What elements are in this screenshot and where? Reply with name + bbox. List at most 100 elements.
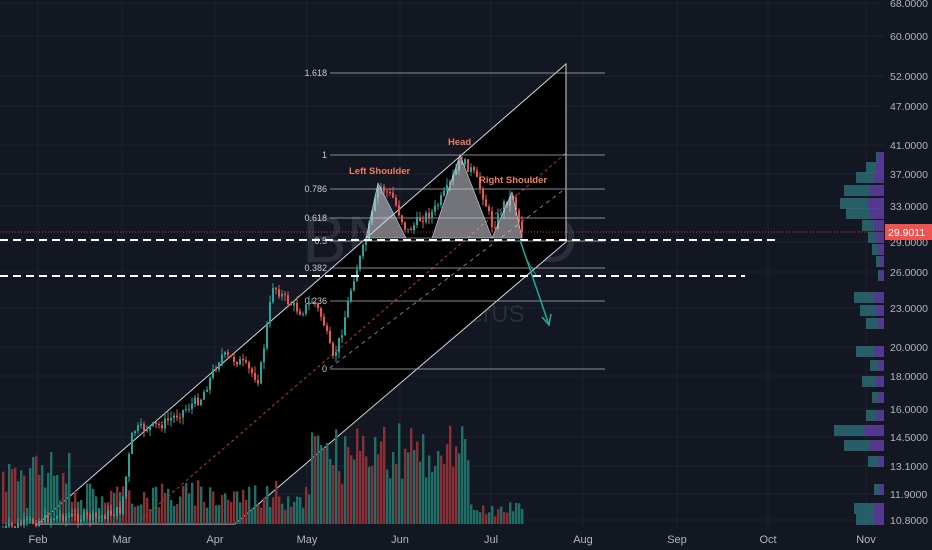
- candle-body: [65, 516, 67, 521]
- candle-body: [335, 352, 337, 356]
- candle-body: [161, 424, 163, 429]
- candle-body: [236, 361, 238, 365]
- volume-bar: [5, 491, 8, 524]
- volume-bar: [104, 502, 107, 524]
- volume-profile-bar-down: [880, 270, 884, 281]
- fib-level-label: 0.618: [304, 213, 327, 223]
- volume-bar: [278, 496, 281, 524]
- volume-bar: [101, 496, 104, 524]
- volume-bar: [95, 496, 98, 524]
- volume-bar: [434, 466, 437, 524]
- candle-body: [338, 337, 340, 353]
- volume-bar: [335, 429, 338, 524]
- candle-body: [140, 423, 142, 426]
- candle-body: [203, 391, 205, 400]
- candle-body: [386, 191, 388, 193]
- volume-profile-bar-down: [870, 440, 884, 451]
- candle-body: [239, 358, 241, 365]
- time-axis[interactable]: [0, 528, 884, 550]
- volume-bar: [323, 447, 326, 524]
- price-axis[interactable]: [884, 0, 932, 528]
- volume-bar: [398, 423, 401, 524]
- candle-body: [137, 425, 139, 431]
- candle-body: [389, 192, 391, 194]
- volume-bar: [20, 470, 23, 524]
- candle-body: [467, 159, 469, 172]
- candle-body: [128, 453, 130, 477]
- candle-body: [89, 514, 91, 521]
- volume-bar: [65, 483, 68, 524]
- volume-profile-bar: [866, 318, 878, 329]
- volume-profile-bar-down: [878, 392, 884, 403]
- volume-bar: [149, 509, 152, 524]
- volume-bar: [23, 475, 26, 524]
- volume-bar: [56, 475, 59, 524]
- candle-body: [197, 397, 199, 406]
- candle-body: [230, 354, 232, 357]
- volume-bar: [455, 446, 458, 524]
- volume-profile-bar: [870, 360, 878, 371]
- candle-body: [38, 520, 40, 526]
- volume-bar: [254, 485, 257, 524]
- volume-profile-bar-down: [874, 514, 884, 525]
- projection-arrow[interactable]: [519, 239, 552, 327]
- candle-body: [11, 523, 13, 527]
- volume-profile-bar: [876, 256, 880, 267]
- volume-bar: [182, 485, 185, 524]
- volume-bar: [11, 469, 14, 524]
- volume-bar: [359, 450, 362, 524]
- volume-bar: [389, 478, 392, 524]
- head-shoulders-pattern[interactable]: [365, 154, 523, 239]
- candle-body: [59, 515, 61, 517]
- candle-body: [41, 520, 43, 523]
- volume-bar: [203, 501, 206, 524]
- volume-profile-bar: [840, 198, 868, 209]
- candle-body: [107, 510, 109, 520]
- volume-bar: [275, 480, 278, 524]
- candlestick-series[interactable]: [2, 156, 523, 533]
- volume-bar: [416, 441, 419, 524]
- volume-bar: [197, 480, 200, 524]
- candle-body: [320, 308, 322, 317]
- volume-bar: [329, 459, 332, 524]
- volume-bar: [185, 483, 188, 524]
- candle-body: [488, 206, 490, 212]
- volume-bar: [428, 455, 431, 524]
- volume-bar: [515, 502, 518, 524]
- candle-body: [212, 369, 214, 378]
- candle-body: [491, 211, 493, 228]
- candle-body: [494, 227, 496, 229]
- fib-level-label: 1: [322, 150, 327, 160]
- price-tick-label: 13.1000: [890, 461, 928, 473]
- volume-bar: [221, 494, 224, 524]
- time-tick-label: Jun: [391, 534, 409, 546]
- candle-body: [26, 519, 28, 521]
- candle-body: [47, 514, 49, 523]
- volume-profile-bar-down: [870, 208, 884, 219]
- channel-center-line: [135, 152, 567, 525]
- volume-bar: [218, 505, 221, 524]
- volume-bar: [386, 469, 389, 524]
- volume-bar: [50, 452, 53, 524]
- volume-bar: [479, 512, 482, 524]
- price-tick-label: 33.0000: [890, 201, 928, 213]
- candle-body: [113, 514, 115, 516]
- volume-profile-bar: [856, 172, 874, 183]
- volume-profile-bar: [868, 456, 878, 467]
- candle-body: [80, 519, 82, 522]
- price-tick-label: 68.0000: [890, 0, 928, 10]
- volume-bar: [245, 499, 248, 524]
- price-tick-label: 14.5000: [890, 432, 928, 444]
- candle-body: [215, 369, 217, 371]
- volume-bar: [260, 507, 263, 524]
- candle-body: [272, 287, 274, 302]
- candle-body: [68, 515, 70, 517]
- volume-profile-bar: [872, 244, 878, 255]
- left-shoulder-label: Left Shoulder: [349, 166, 411, 177]
- volume-profile-bar-down: [878, 318, 884, 329]
- candle-body: [182, 410, 184, 418]
- volume-bar: [500, 506, 503, 524]
- channel-inner-line: [329, 187, 567, 369]
- volume-bar: [35, 455, 38, 524]
